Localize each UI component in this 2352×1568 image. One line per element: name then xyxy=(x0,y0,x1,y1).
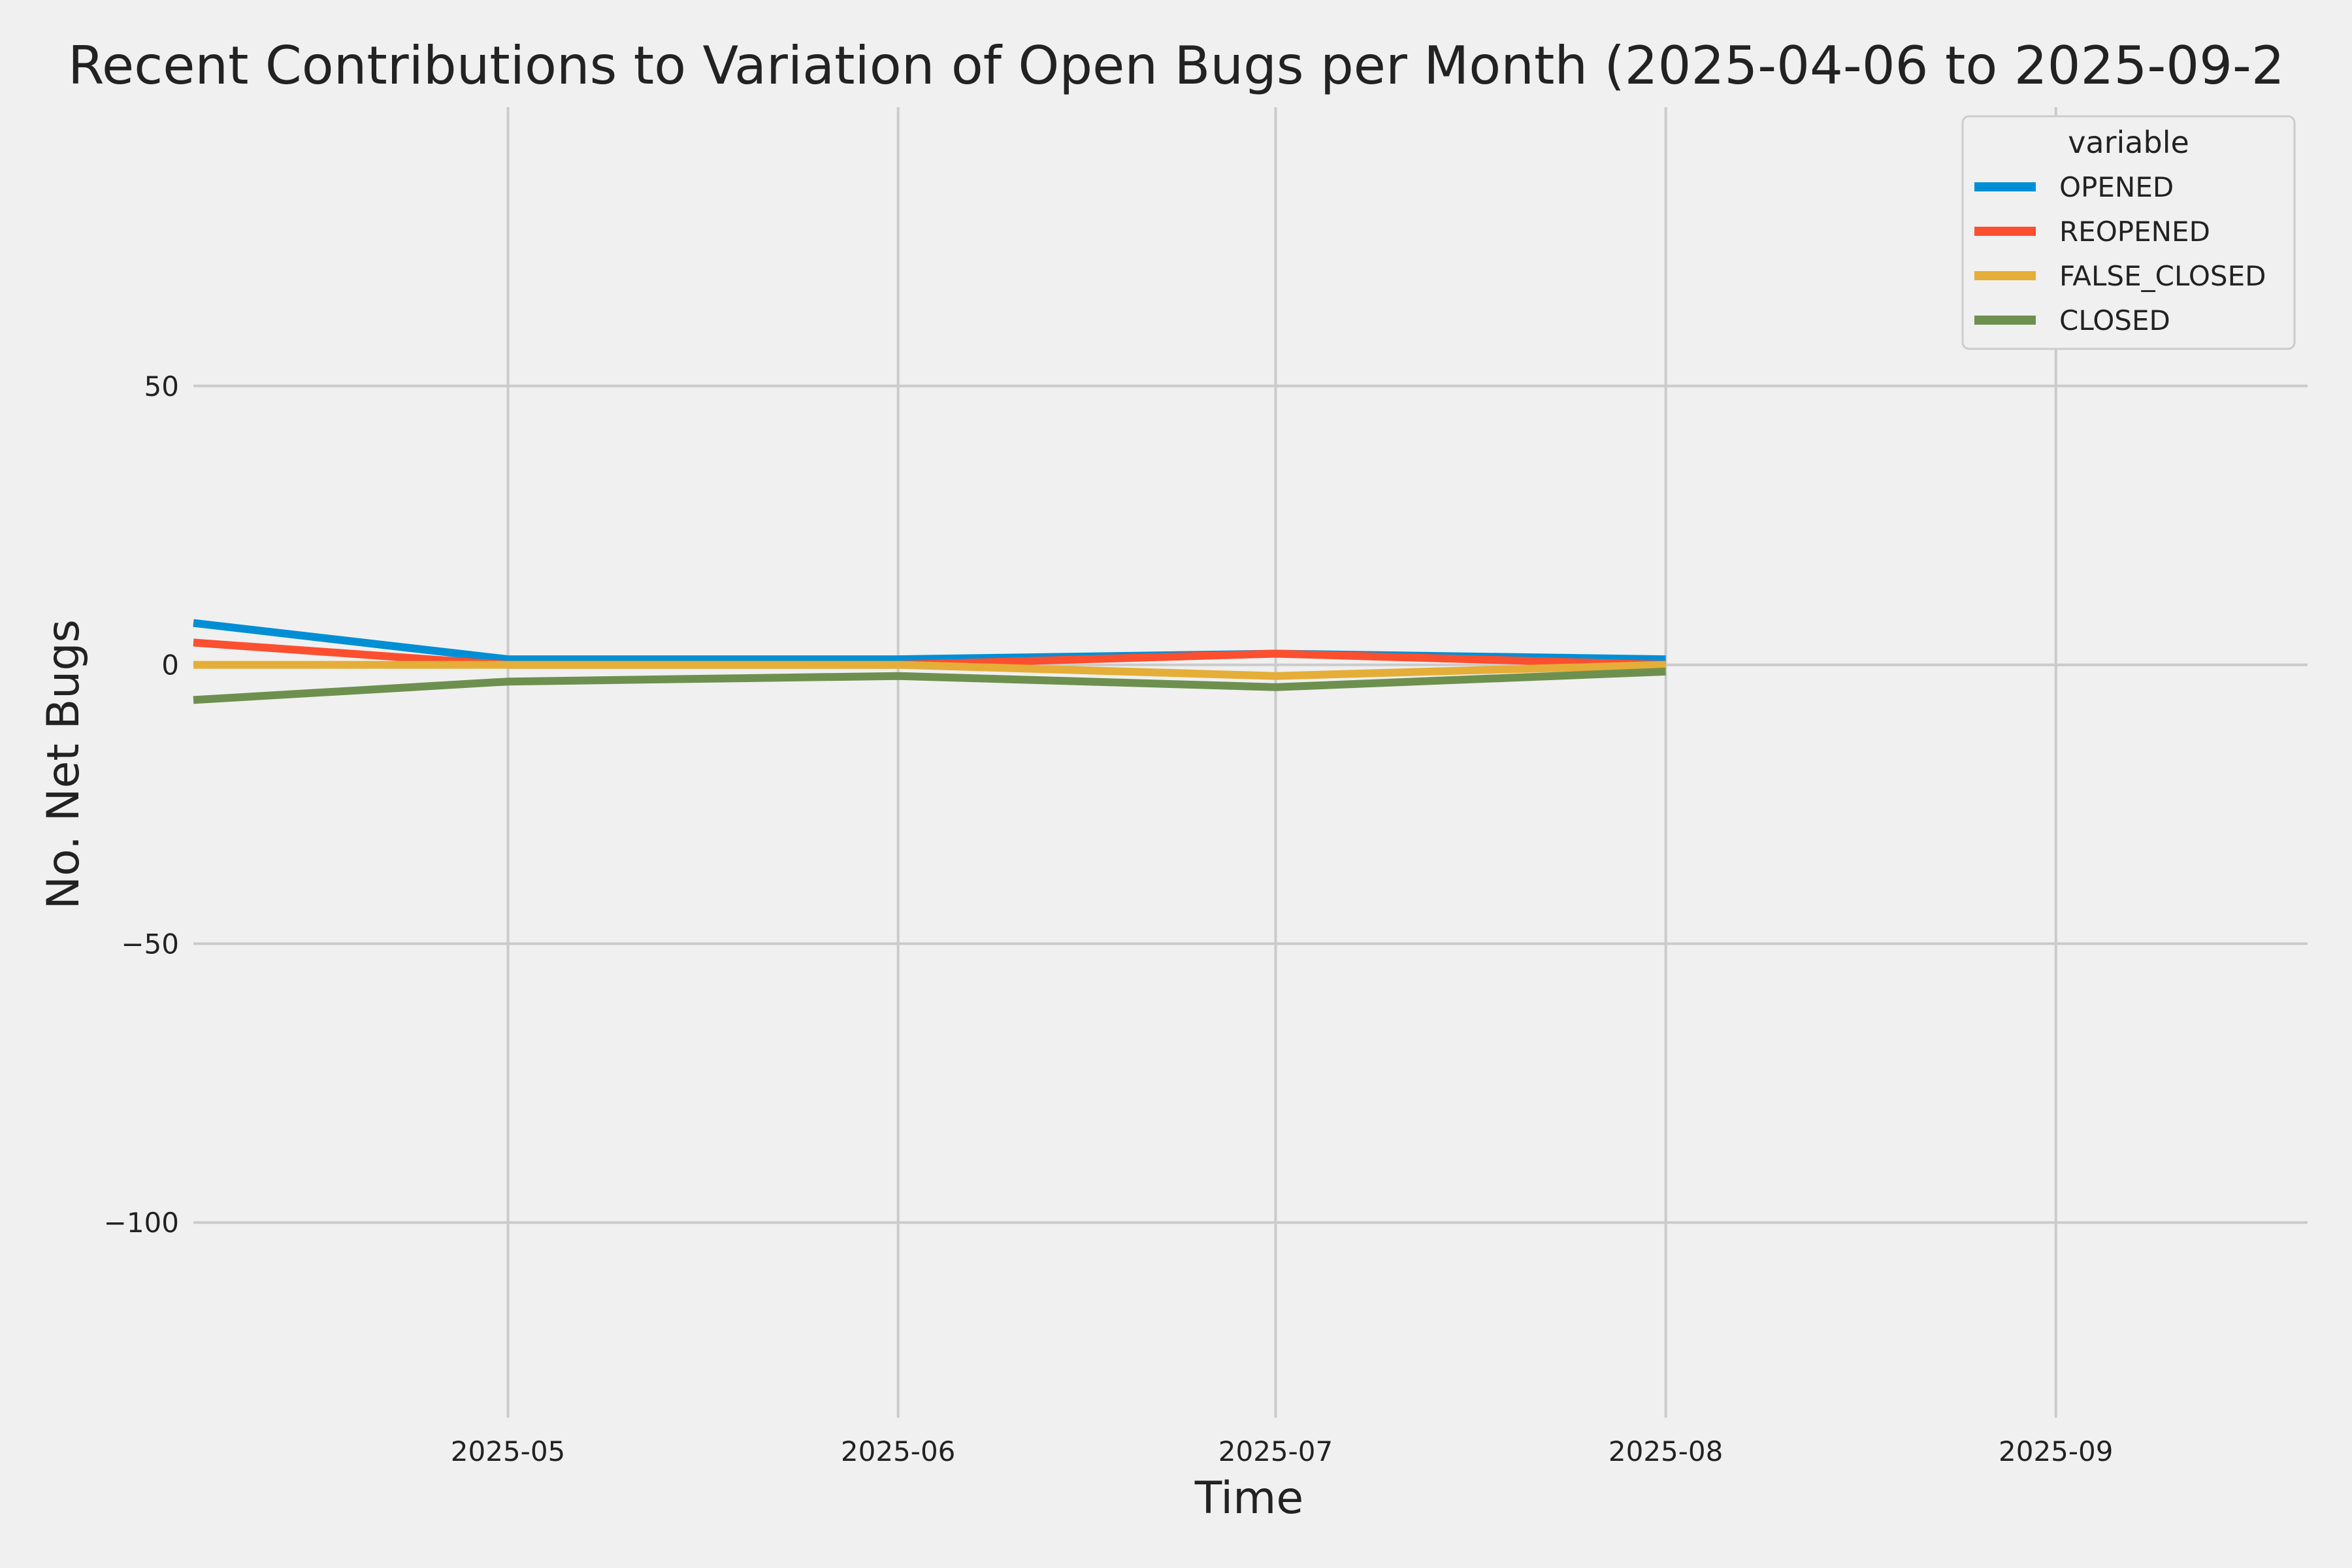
x-tick-label: 2025-09 xyxy=(1999,1435,2114,1467)
legend-box xyxy=(1961,115,2296,350)
tick-labels: 50 0 −50 −100 2025-05 2025-06 2025-07 2025-08 20… xyxy=(104,370,2114,1467)
x-tick-label: 2025-08 xyxy=(1609,1435,1723,1467)
y-tick-label: −50 xyxy=(121,928,179,960)
series-line-closed xyxy=(193,667,1666,704)
legend-title: variable xyxy=(2068,125,2189,160)
series-line-false-closed xyxy=(193,661,1666,680)
legend-label-reopened: REOPENED xyxy=(2059,216,2210,248)
legend-label-false-closed: FALSE_CLOSED xyxy=(2059,260,2266,292)
x-tick-label: 2025-07 xyxy=(1218,1435,1333,1467)
x-tick-label: 2025-05 xyxy=(451,1435,566,1467)
y-tick-label: 50 xyxy=(144,370,179,402)
series-line-opened xyxy=(193,619,1666,664)
y-tick-label: −100 xyxy=(104,1207,179,1239)
chart-title: Recent Contributions to Variation of Ope… xyxy=(68,35,2285,96)
legend-label-closed: CLOSED xyxy=(2059,304,2170,336)
series-lines xyxy=(193,619,1666,704)
legend: variable OPENED REOPENED FALSE_CLOSED CLOSE… xyxy=(1961,115,2296,350)
legend-items: OPENED REOPENED FALSE_CLOSED CLOSED xyxy=(1974,171,2266,336)
y-tick-label: 0 xyxy=(161,649,179,681)
x-axis-label: Time xyxy=(1194,1473,1303,1524)
y-axis-label: No. Net Bugs xyxy=(38,619,90,909)
x-tick-label: 2025-06 xyxy=(841,1435,956,1467)
legend-label-opened: OPENED xyxy=(2059,171,2174,203)
